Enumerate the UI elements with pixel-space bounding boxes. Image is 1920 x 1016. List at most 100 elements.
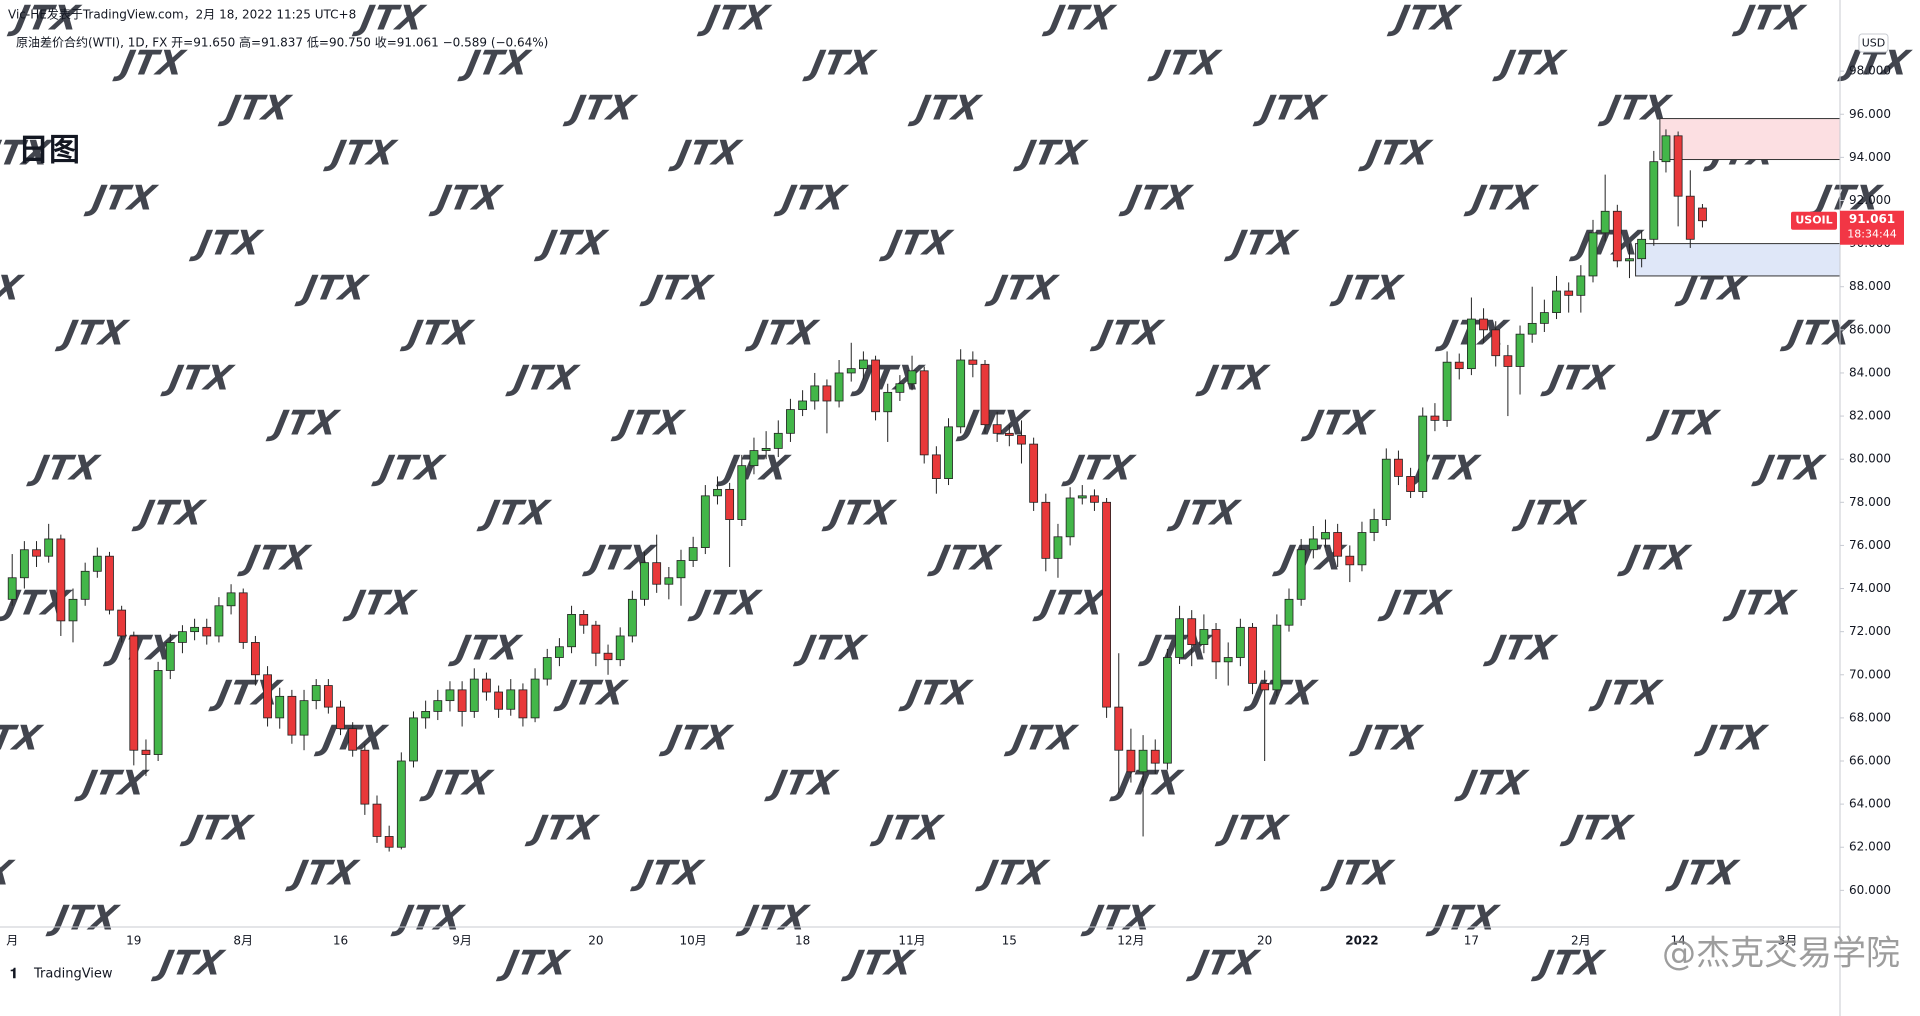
watermark-text: JTX [1722, 584, 1800, 624]
candle-body [202, 626, 212, 637]
candle-body [1673, 135, 1683, 197]
watermark-text: JTX [370, 449, 448, 489]
y-tick-label: 76.000 [1849, 538, 1891, 552]
candle-body [1685, 195, 1695, 240]
candle-body [1235, 626, 1245, 658]
watermark-text: JTX [284, 854, 362, 894]
candle-body [1503, 355, 1513, 367]
symbol-label: USOIL [1795, 214, 1832, 227]
candle-body [518, 689, 528, 719]
candle-body [1077, 495, 1087, 499]
last-price-layer: USOIL 91.061 18:34:44 [1791, 210, 1904, 245]
watermark-text: JTX [773, 179, 851, 219]
candle-body [992, 424, 1002, 434]
candle-body [919, 370, 929, 456]
x-tick-label: 15 [1002, 934, 1017, 948]
candle-body [506, 689, 516, 710]
watermark-text: JTX [562, 89, 640, 129]
candle-body [1163, 657, 1172, 764]
x-tick-label: 9月 [452, 934, 472, 948]
candle-body [968, 359, 978, 365]
candle-body [700, 495, 710, 548]
x-tick-label: 20 [588, 934, 603, 948]
watermark-text: JTX [207, 674, 285, 714]
watermark-text: JTX [265, 404, 343, 444]
watermark-text: JTX [687, 584, 765, 624]
candle-body [469, 678, 479, 712]
candle-body [1272, 624, 1282, 691]
candle-body [80, 570, 90, 600]
candle-body [1296, 549, 1306, 600]
watermark-text: JTX [447, 629, 525, 669]
candle-body [1260, 682, 1270, 691]
candle-body [1467, 318, 1476, 370]
last-price-box [1840, 210, 1904, 245]
watermark-text: JTX [1041, 0, 1119, 38]
candle-body [1138, 749, 1148, 773]
candle-body [1552, 290, 1561, 313]
watermark-text: JTX [399, 314, 477, 354]
y-tick-label: 82.000 [1849, 409, 1891, 423]
currency-box[interactable] [1858, 33, 1889, 53]
watermark-text: JTX [0, 719, 46, 759]
candle-body [895, 383, 905, 393]
watermark-text: JTX [735, 899, 813, 939]
candle-body [859, 359, 868, 370]
candle-body [1430, 415, 1440, 421]
candle-body [530, 678, 540, 719]
watermark-text: JTX [111, 44, 189, 84]
candle-body [1406, 476, 1415, 492]
candle-body [19, 549, 29, 579]
watermark-text: JTX [1214, 809, 1292, 849]
candle-body [190, 626, 200, 633]
candle-body [1308, 538, 1318, 551]
candle-body [1527, 322, 1537, 335]
y-tick-label: 62.000 [1849, 840, 1891, 854]
candle-body [141, 749, 151, 755]
x-tick-label: 10月 [680, 934, 707, 948]
candle-body [542, 657, 552, 680]
candle-body [178, 631, 187, 643]
watermark-text: JTX [54, 314, 132, 354]
watermark-text: JTX [1559, 809, 1637, 849]
candle-body [360, 749, 370, 805]
currency-label[interactable]: USD [1862, 37, 1886, 50]
candle-body [1637, 238, 1647, 260]
timeframe-label: 日图 [18, 133, 80, 169]
candle-body [1187, 618, 1197, 645]
candle-body [591, 624, 601, 654]
candle-body [1661, 135, 1671, 163]
candle-body [1321, 532, 1330, 540]
watermark-text: JTX [0, 854, 17, 894]
symbol-info: 原油差价合约(WTI), 1D, FX 开=91.650 高=91.837 低=… [16, 35, 548, 50]
y-tick-label: 72.000 [1849, 624, 1891, 638]
candle-body [348, 728, 358, 751]
candle-body [1381, 458, 1391, 520]
watermark-text: JTX [390, 899, 468, 939]
candle-body [1004, 432, 1014, 436]
watermark-text: JTX [1252, 89, 1330, 129]
price-zone [1635, 243, 1841, 277]
candle-body [92, 555, 102, 572]
watermark-text: JTX [236, 539, 314, 579]
watermark-text: JTX [1386, 0, 1464, 38]
watermark-text: JTX [217, 89, 295, 129]
candle-body [627, 598, 637, 637]
candle-body [652, 562, 662, 585]
candle-body [68, 598, 78, 622]
watermark-text: JTX [639, 269, 717, 309]
x-tick-label: 2月 [1571, 934, 1591, 948]
candle-body [1175, 618, 1184, 658]
candle-body [846, 368, 856, 374]
candle-body [810, 385, 820, 402]
y-tick-label: 86.000 [1849, 322, 1891, 336]
candle-body [1357, 532, 1367, 566]
x-tick-label: 19 [126, 934, 141, 948]
candle-body [1090, 495, 1099, 503]
watermark-text: JTX [6, 0, 84, 38]
candle-body [603, 652, 613, 661]
watermark-text: JTX [1750, 449, 1828, 489]
candle-body [494, 691, 504, 710]
watermark-text: JTX [869, 809, 947, 849]
candle-body [956, 359, 966, 428]
